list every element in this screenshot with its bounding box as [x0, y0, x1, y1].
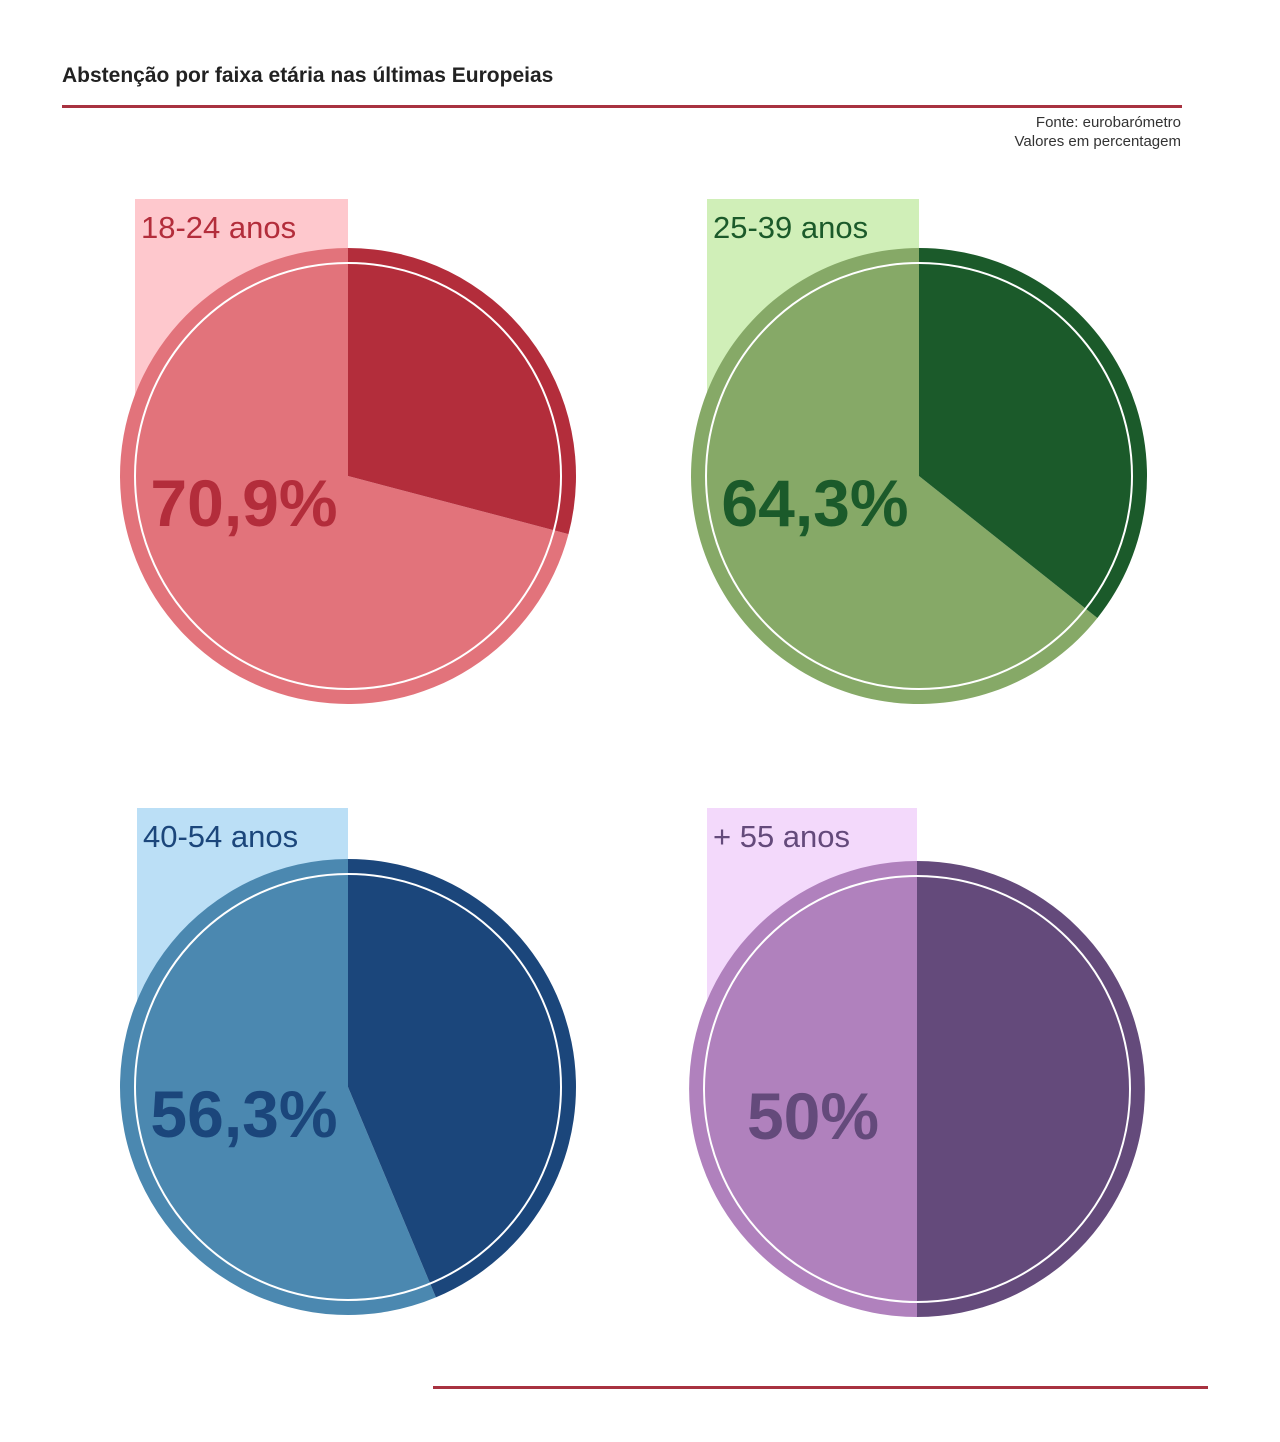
age-group-label: 40-54 anos — [143, 819, 298, 854]
chart-title: Abstenção por faixa etária nas últimas E… — [62, 64, 554, 87]
pie-chart-3: 40-54 anos 56,3% — [119, 808, 576, 1315]
pie-chart-4: + 55 anos 50% — [689, 808, 1145, 1317]
pie-slice-remainder — [919, 248, 1148, 618]
top-divider — [62, 105, 1182, 108]
age-group-label: 18-24 anos — [141, 210, 296, 245]
pie-slice-abstention — [120, 248, 569, 704]
pie-chart-2: 25-39 anos 64,3% — [691, 199, 1148, 704]
bottom-divider — [433, 1386, 1208, 1389]
pie-inner-ring — [134, 262, 562, 690]
pie-inner-ring — [705, 262, 1133, 690]
abstention-value-label: 70,9% — [150, 466, 337, 540]
source-note: Fonte: eurobarómetro Valores em percenta… — [1015, 113, 1181, 151]
units-line: Valores em percentagem — [1014, 133, 1181, 150]
pie-slice-abstention — [689, 861, 917, 1317]
pie-chart-1: 18-24 anos 70,9% — [120, 199, 577, 704]
pie-slice-abstention — [691, 248, 1098, 704]
abstention-value-label: 64,3% — [721, 466, 908, 540]
source-line: Fonte: eurobarómetro — [1035, 114, 1181, 131]
pie-inner-ring — [134, 873, 562, 1301]
pie-slice-remainder — [348, 248, 577, 535]
age-group-label: 25-39 anos — [713, 210, 868, 245]
pie-inner-ring — [703, 875, 1131, 1303]
pie-slice-remainder — [917, 861, 1145, 1317]
pie-slice-remainder — [348, 859, 576, 1298]
age-group-label: + 55 anos — [713, 819, 850, 854]
abstention-value-label: 56,3% — [150, 1077, 337, 1151]
pie-slice-abstention — [119, 859, 436, 1315]
abstention-value-label: 50% — [747, 1079, 879, 1153]
